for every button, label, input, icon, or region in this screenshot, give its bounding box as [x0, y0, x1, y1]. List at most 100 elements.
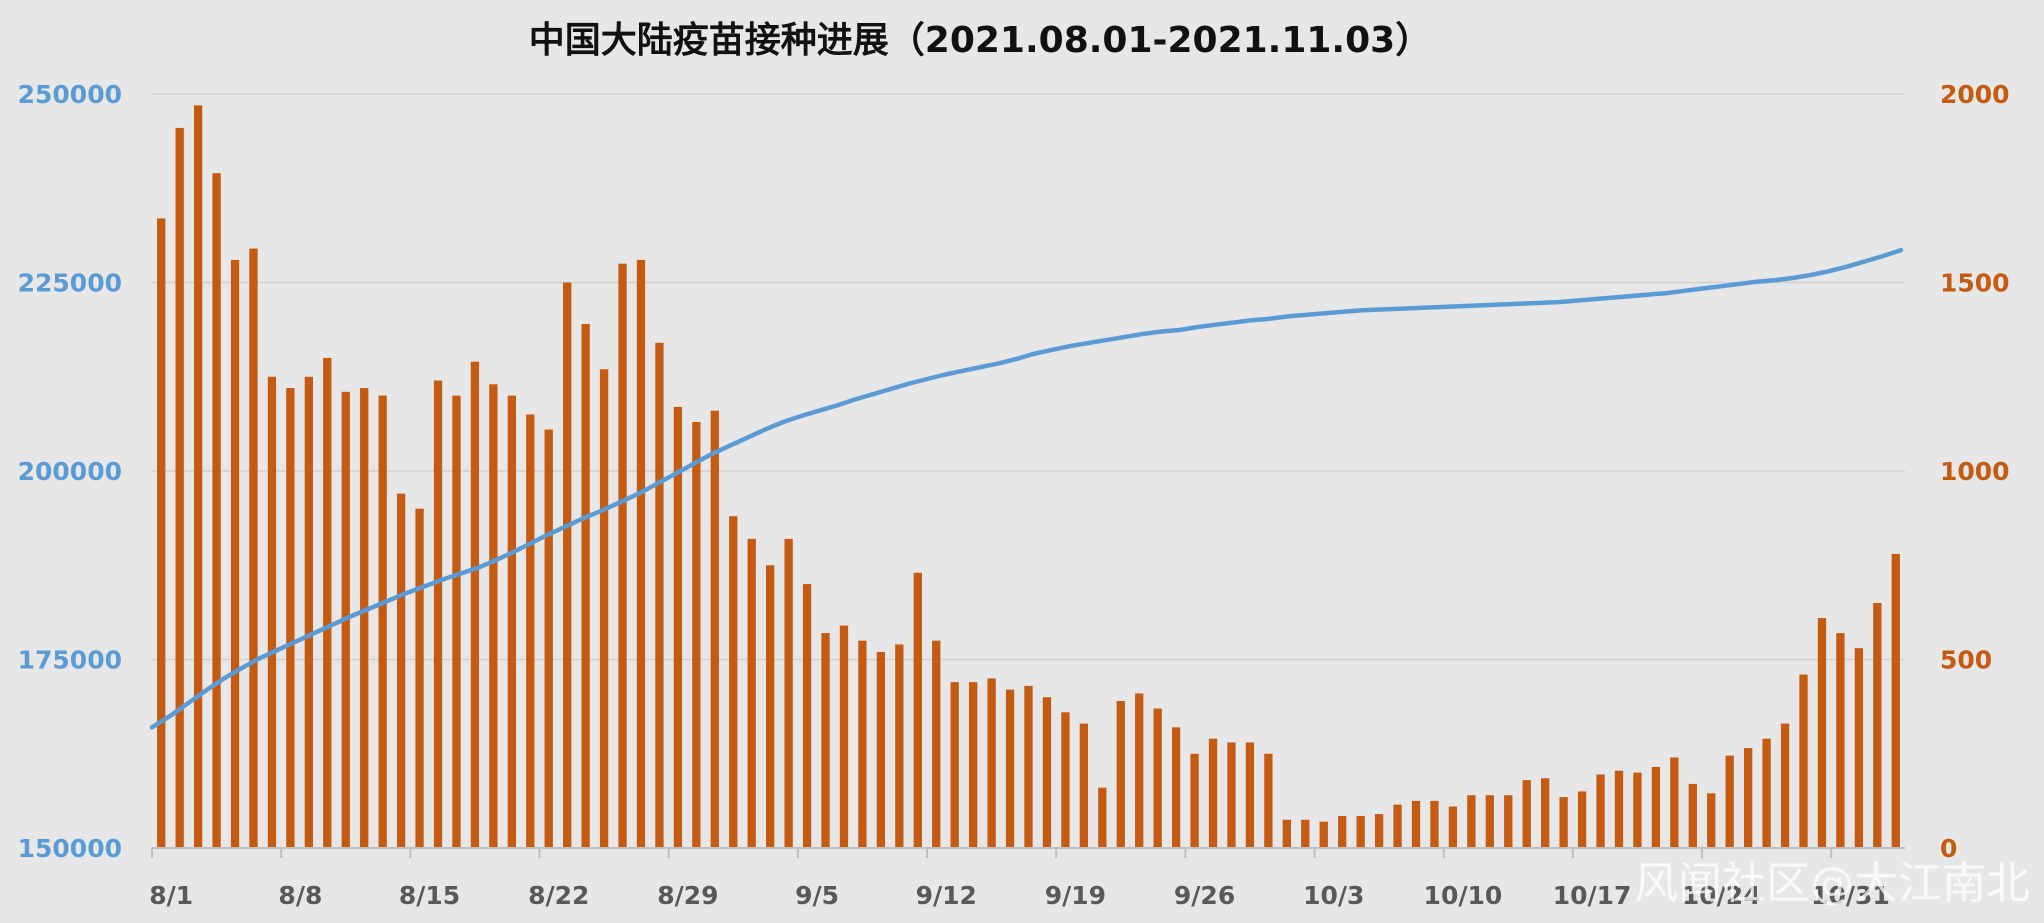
chart-title: 中国大陆疫苗接种进展（2021.08.01-2021.11.03）	[529, 20, 1431, 61]
x-tick-label: 8/29	[657, 881, 718, 910]
bar	[157, 218, 166, 848]
bar	[433, 380, 443, 848]
bar	[692, 421, 701, 848]
bar	[563, 282, 572, 848]
bar	[396, 493, 406, 848]
bar	[1393, 804, 1402, 848]
bar	[415, 508, 424, 848]
left-y-tick-label: 200000	[18, 457, 122, 486]
bar	[1836, 633, 1845, 848]
bar	[1079, 723, 1089, 848]
watermark: 风闻社区@大江南北	[1634, 858, 2030, 909]
bar	[1873, 602, 1882, 848]
bar	[673, 406, 683, 848]
left-y-tick-label: 250000	[18, 80, 122, 109]
bar	[1559, 797, 1568, 848]
bar	[932, 640, 941, 848]
x-tick-labels: 8/1 8/8 8/15 8/22 8/29 9/5 9/12 9/19 9/26 10/3 10/…	[149, 881, 1890, 910]
bar	[470, 361, 480, 848]
x-tick-label: 10/17	[1553, 881, 1632, 910]
bar	[1301, 819, 1310, 848]
axes	[151, 847, 1905, 858]
bar	[1171, 727, 1181, 848]
bar	[1356, 815, 1365, 848]
bar	[1614, 770, 1624, 848]
bar	[876, 651, 886, 848]
bar	[1688, 783, 1697, 848]
bar	[1744, 748, 1753, 848]
bar	[839, 625, 849, 848]
bar	[1854, 648, 1864, 848]
x-tick-label: 10/31	[1811, 881, 1890, 910]
bar	[286, 388, 295, 848]
left-y-tick-label: 175000	[18, 646, 122, 675]
bar	[1596, 774, 1605, 848]
bar	[599, 369, 609, 848]
bar	[1098, 787, 1107, 848]
bar	[212, 173, 221, 849]
bar	[968, 682, 978, 848]
bar	[304, 376, 313, 848]
bar	[175, 127, 184, 849]
x-tick-label: 9/5	[795, 881, 839, 910]
bar	[1780, 723, 1790, 848]
x-tick-label: 8/8	[278, 881, 322, 910]
bar	[858, 640, 867, 848]
bar	[323, 357, 332, 848]
bar	[1264, 753, 1273, 848]
x-tick-label: 10/3	[1303, 881, 1364, 910]
x-tick-label: 8/22	[528, 881, 589, 910]
right-y-tick-label: 1500	[1940, 269, 2010, 298]
bar-series	[157, 105, 1900, 849]
bar	[1707, 793, 1716, 848]
bar	[1504, 795, 1513, 848]
left-y-tick-labels: 150000 175000 200000 225000 250000	[18, 80, 122, 863]
x-tick-label: 10/24	[1682, 881, 1761, 910]
bar	[1135, 693, 1144, 848]
bar	[1208, 738, 1218, 848]
line-series-path	[149, 247, 1904, 730]
x-tick-label: 9/12	[916, 881, 977, 910]
bar	[1282, 819, 1291, 848]
bar	[729, 516, 738, 848]
bar	[1817, 618, 1827, 848]
bar	[636, 259, 646, 848]
bar	[1762, 738, 1771, 848]
bar	[1448, 806, 1458, 848]
bar	[1116, 700, 1125, 848]
bar	[1799, 674, 1808, 848]
bar	[1430, 800, 1439, 848]
bar	[1577, 791, 1587, 848]
bar	[526, 414, 535, 848]
bar	[1042, 697, 1052, 848]
bar	[1522, 780, 1531, 848]
bar	[802, 584, 812, 848]
bar	[821, 633, 830, 848]
bar	[1651, 766, 1661, 848]
right-y-tick-labels: 0 500 1000 1500 2000	[1940, 80, 2010, 863]
bar	[544, 429, 553, 848]
x-tick-label: 8/1	[149, 881, 193, 910]
bar	[784, 538, 793, 848]
bar	[1725, 755, 1734, 848]
x-tick-label: 9/19	[1045, 881, 1106, 910]
bar	[655, 342, 664, 848]
bar	[507, 395, 516, 848]
right-y-tick-label: 500	[1940, 646, 1992, 675]
bar	[1005, 689, 1015, 848]
grid-lines	[152, 93, 1905, 661]
bar	[913, 572, 922, 848]
bar	[1374, 814, 1384, 848]
bar	[950, 682, 959, 848]
bar	[987, 678, 996, 848]
bar	[249, 248, 258, 848]
line-series	[149, 247, 1904, 730]
bar	[1227, 742, 1236, 848]
bar	[766, 565, 775, 848]
bar	[1633, 772, 1642, 848]
x-tick-label: 10/10	[1424, 881, 1503, 910]
bar	[1467, 795, 1476, 848]
x-tick-label: 8/15	[399, 881, 460, 910]
